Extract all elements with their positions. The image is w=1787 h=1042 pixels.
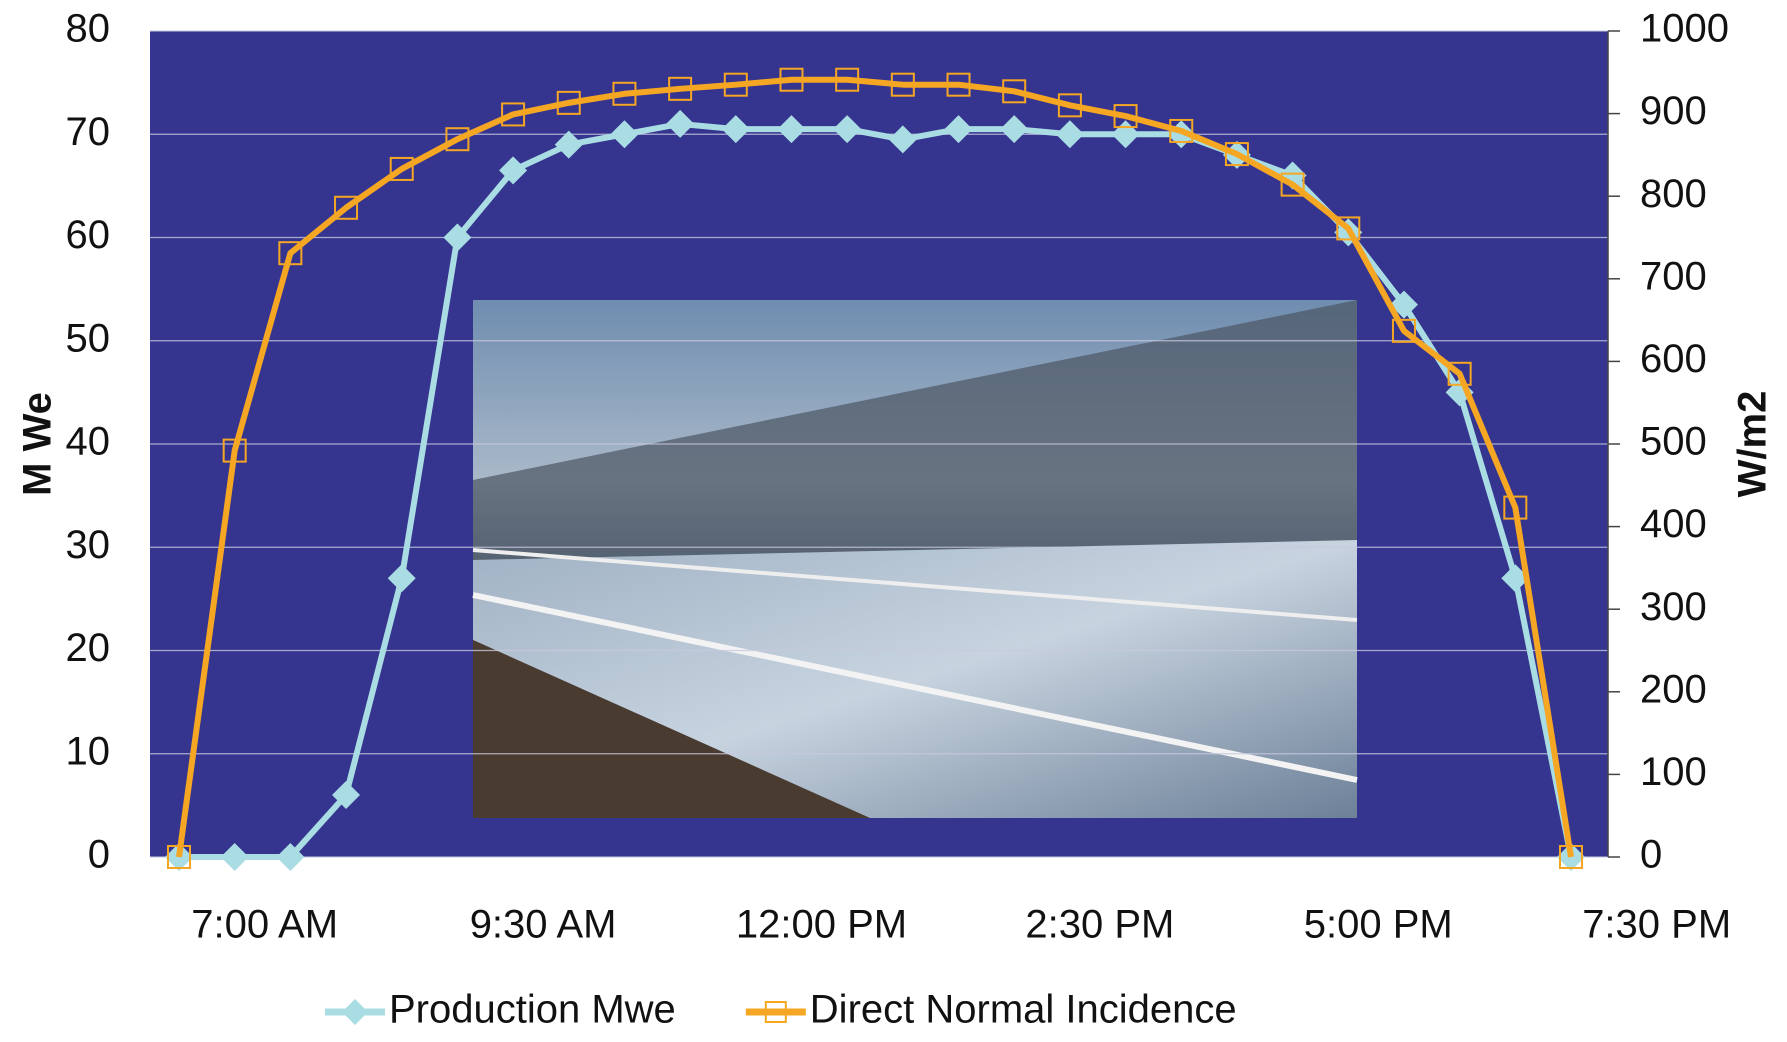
x-tick-label: 9:30 AM — [470, 903, 617, 947]
legend-label: Direct Normal Incidence — [810, 988, 1237, 1032]
x-tick-label: 2:30 PM — [1025, 903, 1174, 947]
y-axis-label: M We — [16, 392, 60, 496]
y2-tick-label: 300 — [1640, 585, 1707, 629]
y-tick-label: 0 — [88, 833, 110, 877]
chart: M We W/m2 010203040506070800100200300400… — [0, 0, 1787, 1037]
legend-marker — [342, 999, 368, 1025]
y-tick-label: 20 — [66, 626, 111, 670]
y2-tick-label: 200 — [1640, 667, 1707, 711]
y2-tick-label: 700 — [1640, 254, 1707, 298]
legend-label: Production Mwe — [389, 988, 676, 1032]
y2-tick-label: 500 — [1640, 420, 1707, 464]
y2-tick-label: 0 — [1640, 833, 1662, 877]
y2-tick-label: 400 — [1640, 502, 1707, 546]
photo-inset — [473, 300, 1357, 818]
y2-tick-label: 900 — [1640, 89, 1707, 133]
x-tick-label: 12:00 PM — [736, 903, 907, 947]
y2-tick-label: 1000 — [1640, 7, 1729, 51]
y-tick-label: 10 — [66, 729, 111, 773]
x-tick-label: 7:30 PM — [1582, 903, 1731, 947]
x-tick-label: 7:00 AM — [191, 903, 338, 947]
y-tick-label: 80 — [66, 7, 111, 51]
y2-tick-label: 100 — [1640, 750, 1707, 794]
y-tick-label: 40 — [66, 420, 111, 464]
y-tick-label: 30 — [66, 523, 111, 567]
y-tick-label: 50 — [66, 316, 111, 360]
page: {"chart_data": {"type": "line", "y_label… — [0, 0, 1787, 1037]
y2-axis-label: W/m2 — [1731, 391, 1775, 498]
y2-tick-label: 600 — [1640, 337, 1707, 381]
y2-tick-label: 800 — [1640, 172, 1707, 216]
y-tick-label: 60 — [66, 213, 111, 257]
y-tick-label: 70 — [66, 110, 111, 154]
x-tick-label: 5:00 PM — [1304, 903, 1453, 947]
